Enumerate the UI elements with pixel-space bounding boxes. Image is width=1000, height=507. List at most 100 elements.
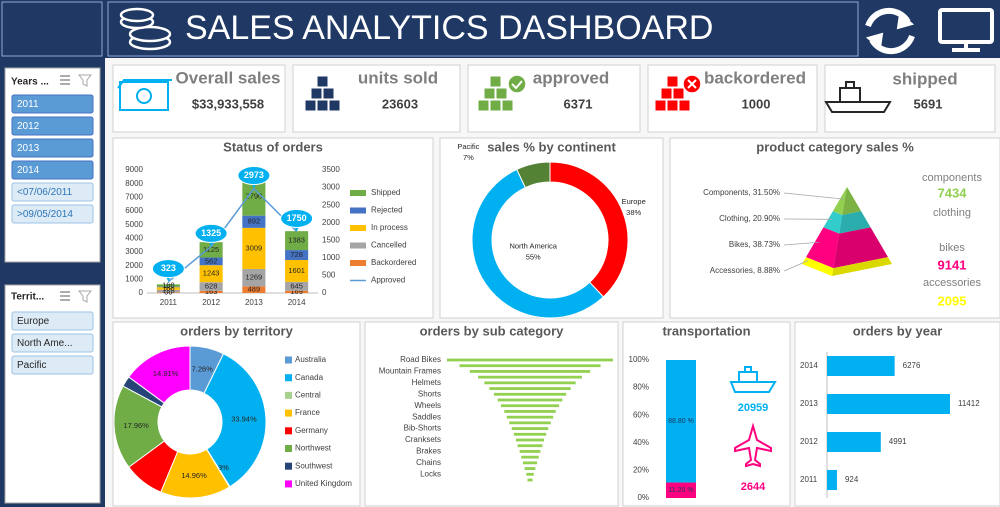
- slicer-item-label[interactable]: 2014: [17, 165, 40, 176]
- legend-swatch: [285, 480, 292, 488]
- pyramid-layer: [805, 227, 840, 269]
- kpi-label: shipped: [892, 69, 957, 88]
- data-label: Accessories, 8.88%: [710, 266, 780, 275]
- refresh-icon[interactable]: [865, 7, 915, 55]
- clear-filter-icon[interactable]: [77, 74, 93, 87]
- check-icon: [511, 80, 523, 90]
- icon-shape[interactable]: [952, 42, 980, 52]
- legend-swatch: [350, 242, 366, 249]
- data-label: 645: [290, 281, 303, 290]
- plane-icon: [734, 422, 772, 468]
- slicer-item[interactable]: [11, 204, 94, 224]
- x-tick-label: 2014: [288, 298, 306, 307]
- y2-tick-label: 2500: [322, 200, 340, 209]
- bar: [827, 356, 895, 376]
- slicer-item-label[interactable]: North Ame...: [17, 338, 73, 349]
- category-label: Locks: [420, 469, 441, 478]
- slicer-item-label[interactable]: Europe: [17, 316, 50, 327]
- slicer-item-label[interactable]: Pacific: [17, 360, 46, 371]
- box-icon: [316, 75, 329, 88]
- box-icon: [489, 99, 502, 112]
- category-panel: product category sales % Components, 31.5…: [669, 137, 1000, 319]
- pyramid-layer: [833, 227, 889, 269]
- icon-shape: [136, 88, 152, 104]
- year-panel: orders by year 2014 6276 2013 11412 2012 4991 2…: [794, 321, 1000, 507]
- pyramid-shade: [839, 211, 871, 234]
- slicer-item[interactable]: [11, 138, 94, 158]
- category-label: Saddles: [412, 412, 441, 421]
- legend-label: In process: [371, 223, 408, 232]
- slicer-item[interactable]: [11, 355, 94, 375]
- slicer-item-label[interactable]: 2012: [17, 121, 40, 132]
- slicer-item-label[interactable]: <07/06/2011: [17, 187, 73, 198]
- category-label: Wheels: [414, 401, 441, 410]
- pyramid-layer: [839, 211, 871, 234]
- slicer-item-label[interactable]: 2013: [17, 143, 40, 154]
- bar-segment: [242, 215, 266, 228]
- category-label: Shorts: [418, 389, 441, 398]
- slicer-title: Territ...: [11, 292, 44, 303]
- bar: [478, 375, 582, 379]
- chart-title: sales % by continent: [487, 139, 616, 154]
- kpi-card: shipped 5691: [824, 64, 996, 133]
- clear-filter-icon[interactable]: [77, 290, 93, 303]
- bar: [493, 392, 567, 396]
- category-label: North America: [509, 241, 557, 250]
- slicer-item[interactable]: [11, 94, 94, 114]
- category-label: Bib-Shorts: [404, 424, 441, 433]
- y-tick-label: 3000: [125, 247, 143, 256]
- box-icon: [310, 87, 323, 100]
- kpi-label: Overall sales: [176, 68, 281, 87]
- legend-swatch: [285, 409, 292, 417]
- multi-select-icon: [60, 75, 70, 85]
- x-tick-label: 2013: [245, 298, 263, 307]
- donut-slice: [471, 168, 605, 319]
- data-label: 1325: [201, 228, 221, 238]
- data-label: Clothing, 20.90%: [719, 214, 780, 223]
- box-icon: [322, 87, 335, 100]
- y2-tick-label: 500: [322, 271, 336, 280]
- check-icon: [507, 74, 527, 94]
- slicer-item[interactable]: [11, 116, 94, 136]
- unit-label: clothing: [933, 207, 971, 219]
- slicer-item[interactable]: [11, 182, 94, 202]
- bar-segment: [199, 290, 223, 293]
- box-icon: [477, 99, 490, 112]
- bar-segment: [199, 257, 223, 266]
- slicer-item[interactable]: [11, 333, 94, 353]
- legend-swatch: [350, 260, 366, 266]
- data-label: 2973: [244, 170, 264, 180]
- data-label: 38%: [626, 208, 641, 217]
- data-label: 1383: [288, 236, 305, 245]
- y2-tick-label: 3500: [322, 165, 340, 174]
- unit-value: 9141: [938, 257, 967, 272]
- bar: [521, 455, 539, 459]
- slicer-item[interactable]: [11, 160, 94, 180]
- slicer-item[interactable]: [11, 311, 94, 331]
- icon-shape[interactable]: [865, 32, 884, 50]
- transport-panel: transportation 0% 20% 40% 60% 80% 100% 11.20 % 8…: [622, 321, 791, 507]
- slicer-item-label[interactable]: >09/05/2014: [17, 209, 73, 220]
- bar-segment: [242, 286, 266, 293]
- legend-swatch: [285, 391, 292, 399]
- pyramid-layer: [842, 187, 862, 216]
- data-label: Components, 31.50%: [703, 188, 780, 197]
- bar: [484, 381, 576, 385]
- data-label: 17.96%: [123, 421, 149, 430]
- bar-segment: [285, 259, 309, 282]
- status-panel: Status of orders010002000300040005000600…: [112, 137, 434, 319]
- category-label: 2013: [800, 399, 818, 408]
- icon-shape[interactable]: [896, 12, 915, 30]
- legend-label: Rejected: [371, 206, 403, 215]
- bar: [827, 394, 950, 414]
- legend-swatch: [350, 190, 366, 196]
- bar: [504, 410, 556, 413]
- data-label: 14.96%: [181, 471, 207, 480]
- multi-select-icon: [60, 291, 70, 301]
- bar: [517, 444, 543, 448]
- data-label: 1601: [288, 266, 305, 275]
- monitor-icon[interactable]: [938, 8, 994, 52]
- header-box: [1, 1, 103, 57]
- slicer-item-label[interactable]: 2011: [17, 99, 39, 110]
- bar-segment: [199, 282, 223, 291]
